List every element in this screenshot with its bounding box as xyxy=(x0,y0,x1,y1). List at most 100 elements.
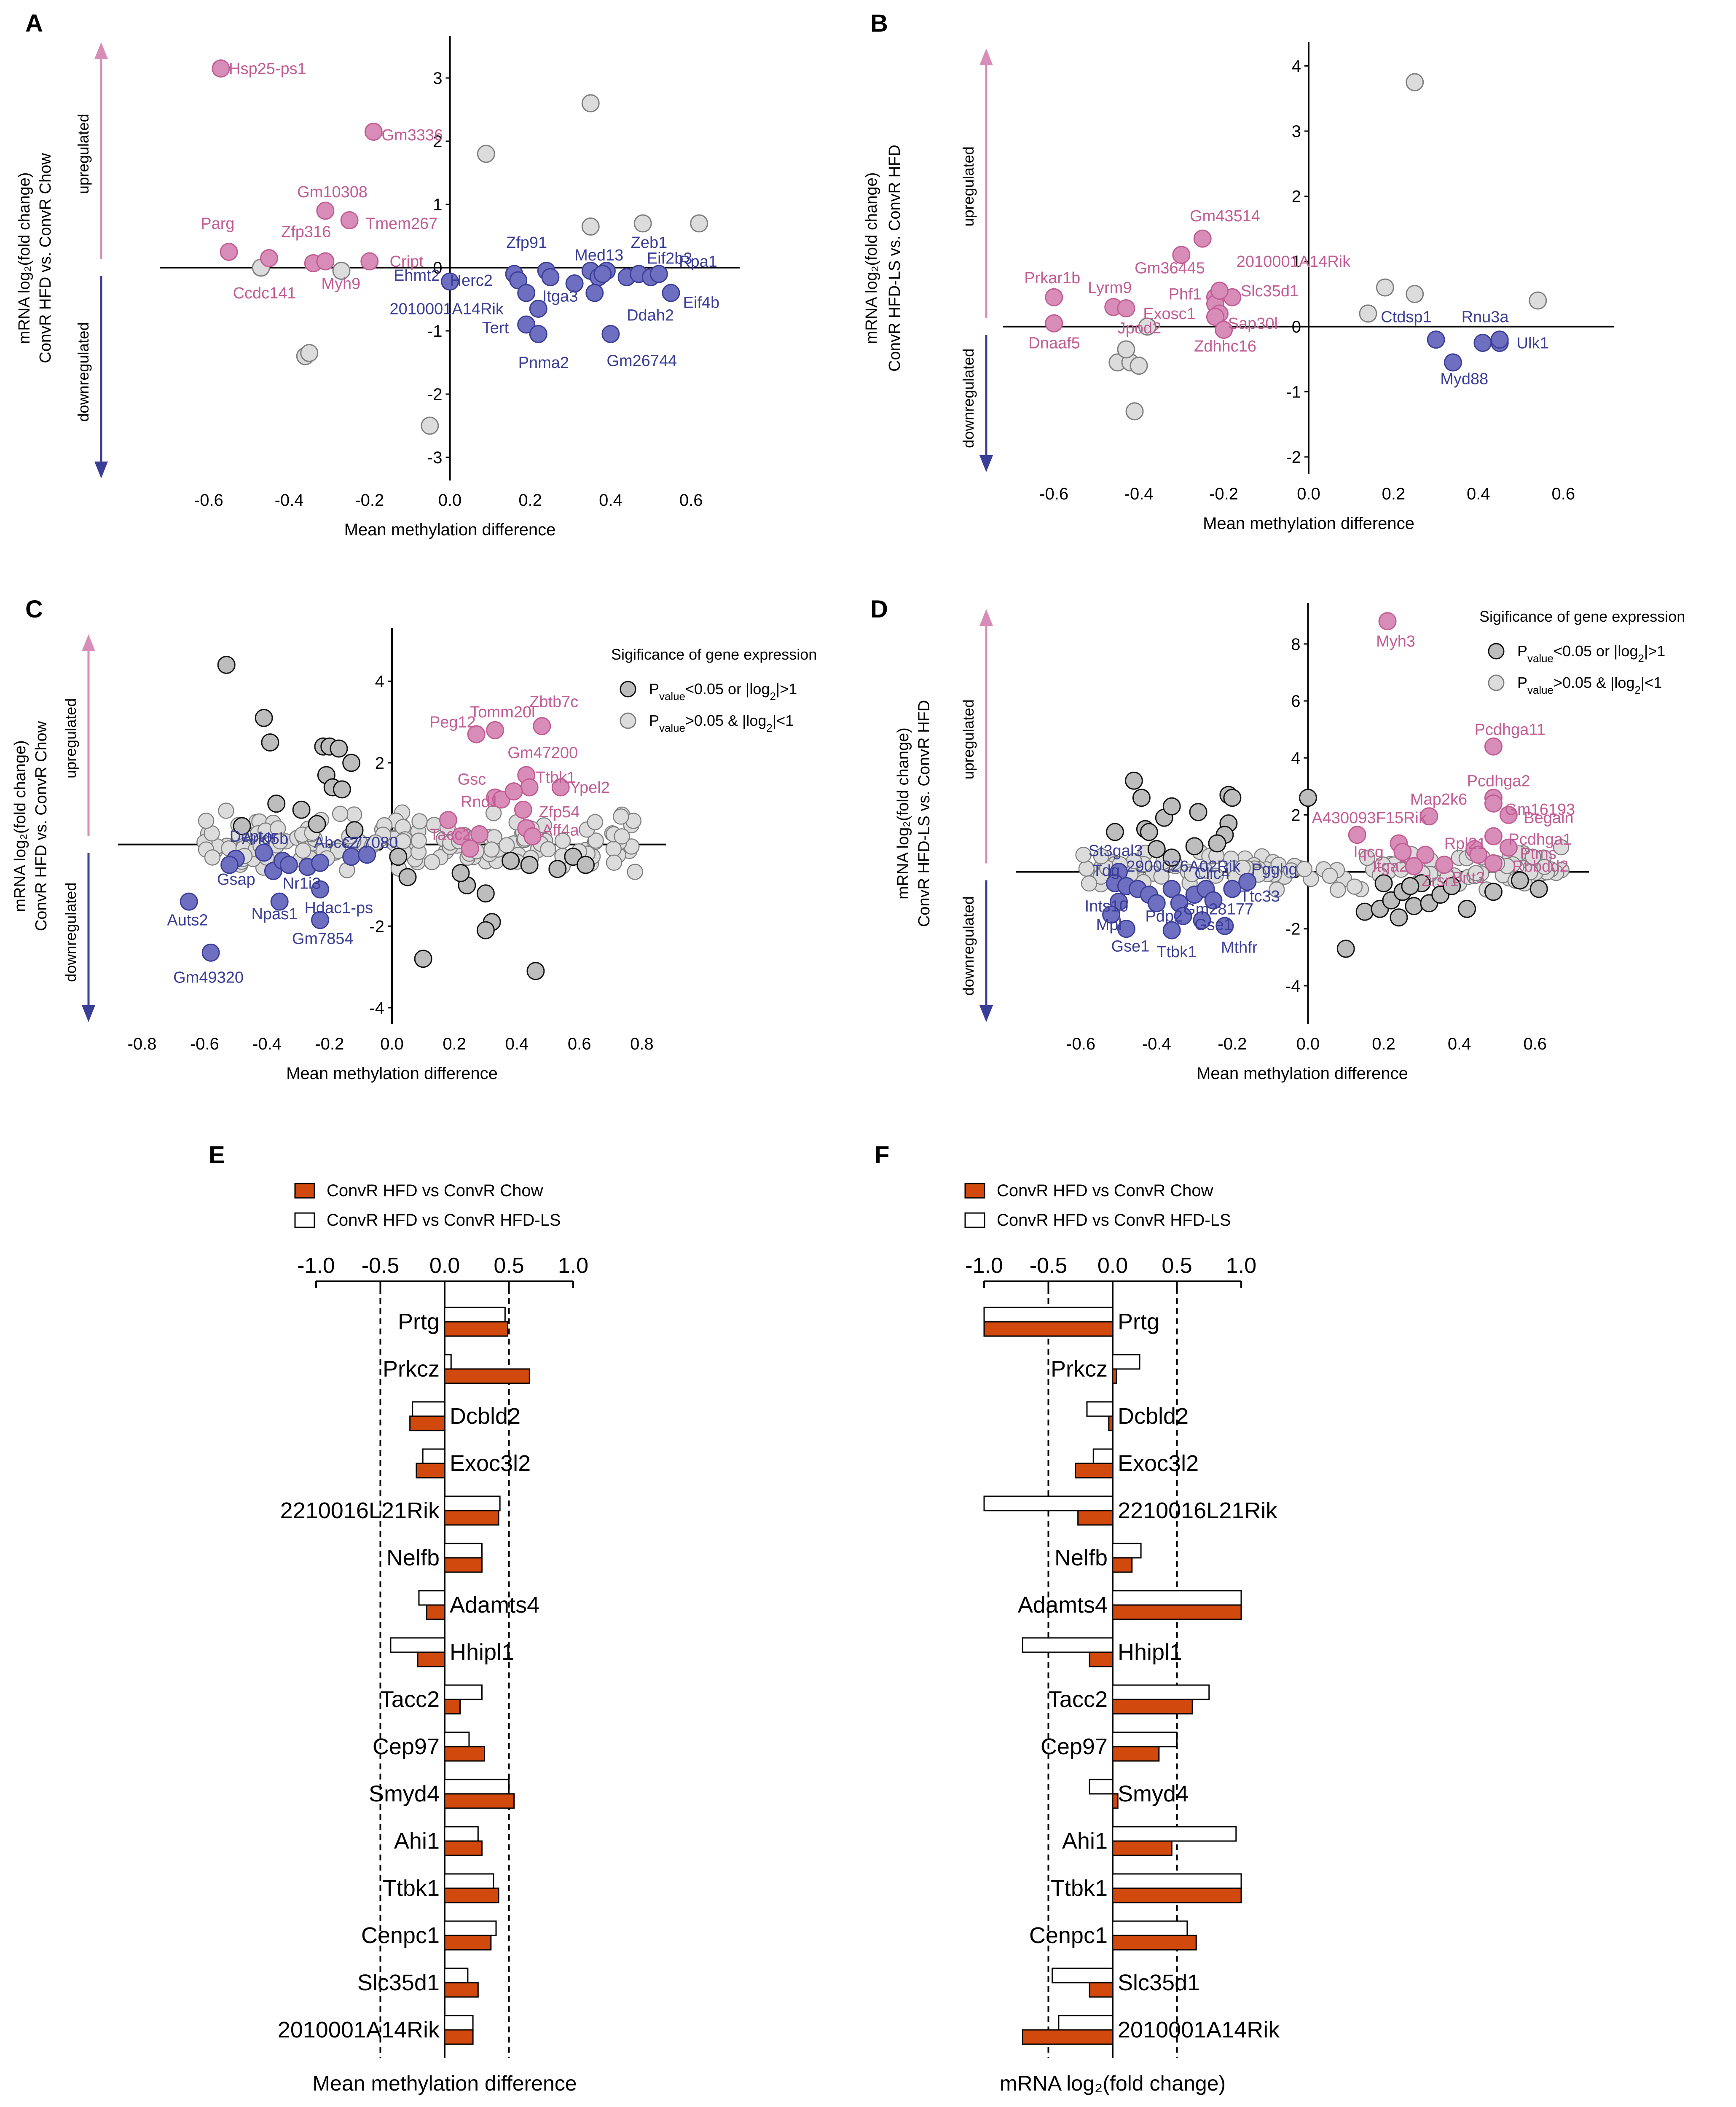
data-point xyxy=(260,249,278,267)
up-arrow-head xyxy=(979,609,993,626)
data-point-background xyxy=(395,833,411,850)
y-axis-title-line2: ConvR HFD vs. ConvR Chow xyxy=(32,721,50,931)
data-point xyxy=(316,201,335,220)
category-label: Prtg xyxy=(1118,1309,1159,1334)
data-point-background xyxy=(346,806,362,823)
data-point xyxy=(389,848,408,866)
data-point xyxy=(529,325,547,343)
category-label: Prkcz xyxy=(383,1356,440,1382)
point-label: Nr1i3 xyxy=(283,875,321,893)
point-label: Ints10 xyxy=(1085,898,1129,915)
data-point xyxy=(517,315,536,334)
data-point-background xyxy=(588,832,604,849)
legend-swatch-chow xyxy=(294,1183,315,1199)
x-tick-label: -1.0 xyxy=(297,1253,335,1278)
data-point xyxy=(1348,826,1366,844)
bar-chow xyxy=(444,2029,474,2045)
data-point xyxy=(1185,837,1204,856)
x-tick-label: -0.8 xyxy=(128,1035,157,1053)
point-label: 2900026A02Rik xyxy=(1126,858,1240,875)
data-point xyxy=(1162,880,1181,898)
point-label: Mthfr xyxy=(1221,939,1258,957)
x-tick-label: 0.0 xyxy=(1296,1035,1320,1053)
point-label: Tomm20l xyxy=(470,703,535,721)
bar-chow xyxy=(444,1557,483,1573)
point-label: Myd88 xyxy=(1440,370,1488,388)
point-label: Auts2 xyxy=(167,912,208,929)
point-label: Arid5b xyxy=(242,830,288,848)
bar-hfd-ls xyxy=(444,2015,474,2031)
x-tick-label: 0.0 xyxy=(1297,485,1320,503)
bar-chow xyxy=(444,1793,515,1809)
point-label: Cript xyxy=(389,253,424,271)
x-tick-label: 0.2 xyxy=(443,1035,466,1053)
data-point xyxy=(1117,299,1135,318)
data-point-background xyxy=(614,828,630,845)
y-tick-label: -1 xyxy=(1286,383,1301,401)
panel-letter: E xyxy=(209,1141,225,1169)
data-point xyxy=(467,725,486,743)
data-point xyxy=(1406,73,1424,91)
category-label: Ttbk1 xyxy=(1051,1876,1108,1901)
data-point xyxy=(649,265,668,283)
data-point xyxy=(439,811,457,829)
bar-hfd-ls xyxy=(1112,1684,1210,1700)
x-axis-title: mRNA log₂(fold change) xyxy=(1000,2072,1226,2095)
x-tick-label: -0.4 xyxy=(1124,485,1154,503)
data-point xyxy=(1124,771,1143,790)
point-label: Rnd1 xyxy=(461,793,499,811)
x-tick-label: -0.4 xyxy=(275,491,304,510)
x-tick-label: 0.2 xyxy=(518,491,542,510)
category-label: Ahi1 xyxy=(1062,1828,1108,1854)
point-label: Peg12 xyxy=(429,714,476,731)
data-point xyxy=(690,214,708,233)
data-point xyxy=(1529,880,1548,898)
legend-label: Pvalue>0.05 & |log2|<1 xyxy=(1517,674,1662,696)
category-label: Prtg xyxy=(398,1309,440,1334)
point-label: Pnma2 xyxy=(518,354,569,372)
y-tick-label: 4 xyxy=(1292,57,1301,75)
point-label: Gse1 xyxy=(1111,937,1150,955)
data-point xyxy=(1416,845,1435,864)
down-arrow-head xyxy=(979,1005,993,1022)
data-point xyxy=(360,252,379,271)
legend-swatch-chow xyxy=(964,1183,985,1199)
data-point xyxy=(476,921,495,939)
data-point xyxy=(1215,917,1234,935)
legend-swatch-significant xyxy=(620,681,636,698)
point-label: Gsap xyxy=(217,871,255,888)
legend-label-chow: ConvR HFD vs ConvR Chow xyxy=(997,1181,1213,1200)
legend-label: Pvalue<0.05 or |log2|>1 xyxy=(649,680,797,703)
data-point xyxy=(340,211,359,229)
point-label: Gse1 xyxy=(1194,916,1233,934)
data-point xyxy=(461,839,479,858)
y-tick-label: 1 xyxy=(1292,252,1301,271)
x-tick-label: -0.6 xyxy=(190,1035,219,1053)
y-tick-label: -2 xyxy=(1286,448,1301,467)
point-label: Med13 xyxy=(574,247,623,264)
data-point xyxy=(342,754,361,772)
data-point xyxy=(1140,823,1158,841)
bar-hfd-ls xyxy=(983,1495,1114,1511)
bar-hfd-ls xyxy=(444,1779,510,1795)
data-point xyxy=(1484,827,1503,845)
point-label: Ccdc141 xyxy=(233,285,296,302)
data-point xyxy=(662,284,680,302)
bar-hfd-ls xyxy=(983,1307,1114,1323)
point-label: Rpl21 xyxy=(1444,835,1486,853)
x-tick-label: 0.4 xyxy=(1448,1035,1471,1053)
data-point-background xyxy=(606,854,622,871)
data-point xyxy=(520,856,539,874)
data-point xyxy=(1045,314,1063,333)
x-tick-label: -0.5 xyxy=(362,1253,400,1278)
y-axis-title-line2: ConvR HFD vs. ConvR Chow xyxy=(37,153,54,363)
x-axis-title: Mean methylation difference xyxy=(1203,514,1414,533)
data-point xyxy=(1045,288,1063,306)
data-point xyxy=(548,860,567,878)
data-point-background xyxy=(1553,839,1570,856)
data-point xyxy=(414,950,432,968)
data-point xyxy=(1299,789,1317,807)
data-point xyxy=(1189,803,1207,821)
category-label: Nelfb xyxy=(1054,1545,1108,1570)
y-axis-title-line1: mRNA log₂(fold change) xyxy=(16,172,33,344)
